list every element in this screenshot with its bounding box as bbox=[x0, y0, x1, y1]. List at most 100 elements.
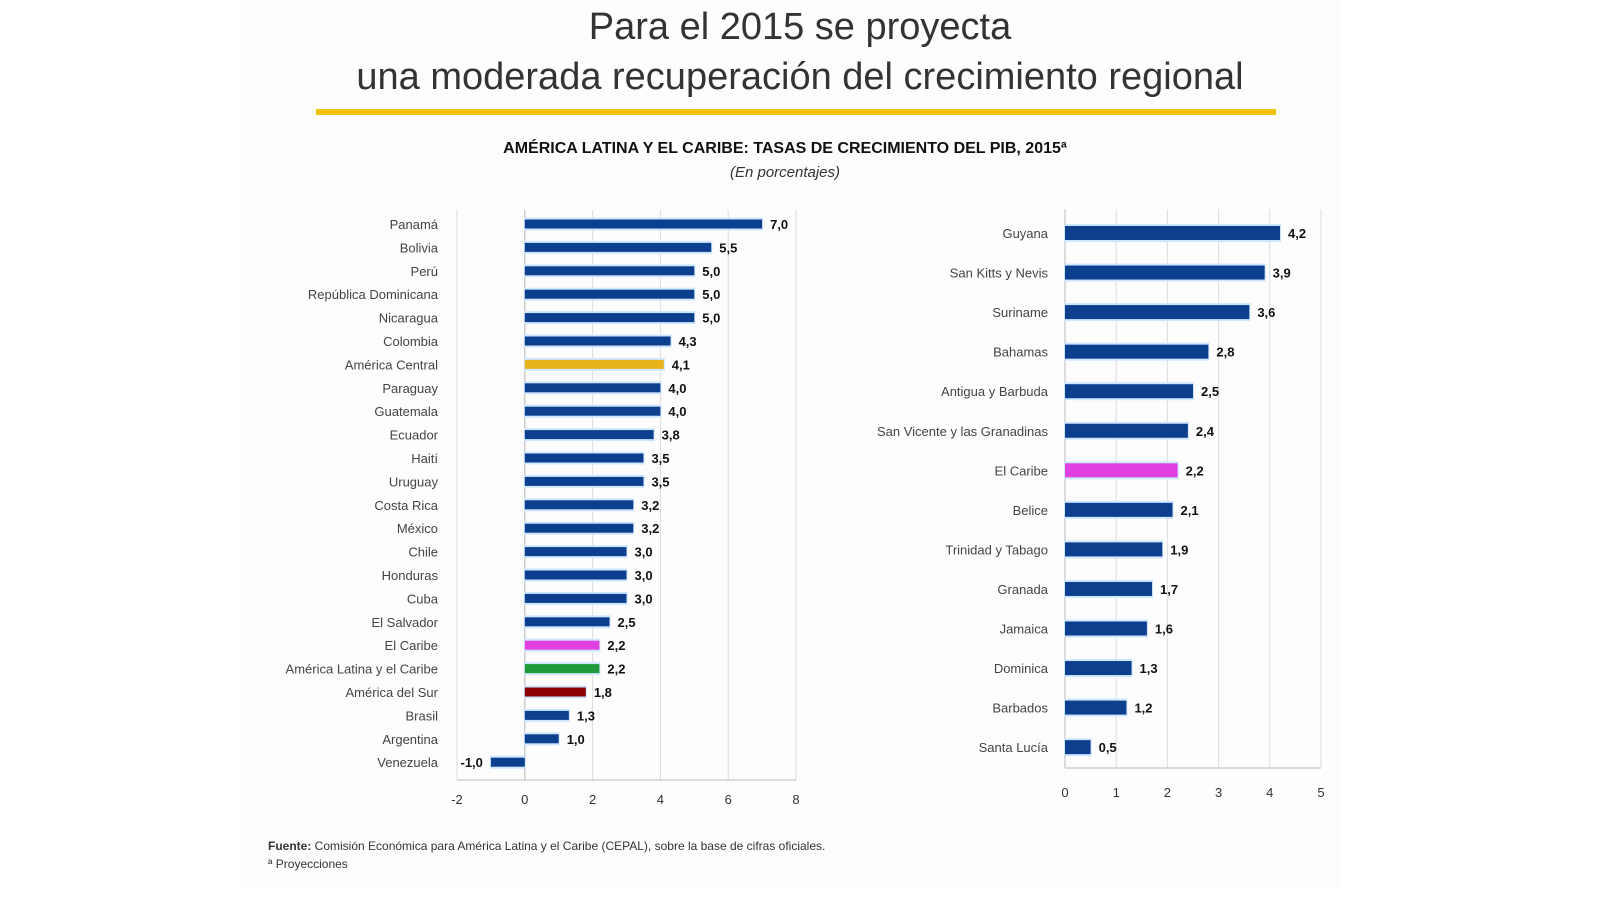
data-label: 2,2 bbox=[607, 662, 625, 677]
bar bbox=[1065, 700, 1127, 715]
bar bbox=[524, 406, 661, 416]
data-label: -1,0 bbox=[460, 755, 482, 770]
category-label: Perú bbox=[411, 264, 438, 279]
bar bbox=[1065, 661, 1132, 676]
data-label: 4,0 bbox=[668, 381, 686, 396]
category-label: Brasil bbox=[405, 708, 438, 723]
category-label: Honduras bbox=[382, 568, 439, 583]
x-tick-label: 0 bbox=[521, 792, 528, 807]
data-label: 2,1 bbox=[1181, 503, 1199, 518]
category-label: Trinidad y Tabago bbox=[945, 542, 1048, 557]
data-label: 3,8 bbox=[662, 428, 680, 443]
data-label: 5,0 bbox=[702, 311, 720, 326]
data-label: 3,6 bbox=[1257, 305, 1275, 320]
bar bbox=[524, 664, 600, 674]
chart-title: AMÉRICA LATINA Y EL CARIBE: TASAS DE CRE… bbox=[503, 140, 1067, 157]
bar bbox=[1065, 384, 1193, 399]
bar bbox=[524, 219, 763, 229]
data-label: 3,5 bbox=[651, 451, 669, 466]
slide-title-line1: Para el 2015 se proyecta bbox=[588, 6, 1012, 48]
category-label: Granada bbox=[997, 582, 1048, 597]
data-label: 4,3 bbox=[679, 334, 697, 349]
data-label: 3,9 bbox=[1273, 266, 1291, 281]
bar bbox=[1065, 502, 1173, 517]
data-label: 2,2 bbox=[1186, 463, 1204, 478]
bar bbox=[1065, 621, 1147, 636]
data-label: 7,0 bbox=[770, 217, 788, 232]
bar bbox=[524, 266, 695, 276]
category-label: Ecuador bbox=[390, 428, 439, 443]
category-label: Dominica bbox=[994, 661, 1049, 676]
bar bbox=[524, 593, 627, 603]
data-label: 0,5 bbox=[1099, 740, 1117, 755]
category-label: Santa Lucía bbox=[979, 740, 1049, 755]
category-label: Bahamas bbox=[993, 345, 1048, 360]
bar bbox=[1065, 740, 1091, 755]
category-label: América Latina y el Caribe bbox=[286, 662, 438, 677]
category-label: América del Sur bbox=[346, 685, 439, 700]
category-label: Guyana bbox=[1002, 226, 1048, 241]
category-label: Colombia bbox=[383, 334, 439, 349]
bar bbox=[490, 757, 525, 767]
bar bbox=[1065, 265, 1265, 280]
bar bbox=[524, 547, 627, 557]
category-label: Barbados bbox=[992, 701, 1048, 716]
chart-subtitle: (En porcentajes) bbox=[729, 164, 841, 181]
category-label: El Caribe bbox=[995, 463, 1048, 478]
category-label: Panamá bbox=[390, 217, 439, 232]
slide-background bbox=[240, 0, 1340, 890]
x-tick-label: 2 bbox=[1164, 785, 1171, 800]
bar bbox=[524, 710, 569, 720]
data-label: 5,0 bbox=[702, 264, 720, 279]
bar bbox=[1065, 542, 1163, 557]
category-label: Paraguay bbox=[382, 381, 438, 396]
data-label: 1,8 bbox=[594, 685, 612, 700]
category-label: Chile bbox=[408, 545, 438, 560]
data-label: 1,3 bbox=[577, 708, 595, 723]
data-label: 1,6 bbox=[1155, 622, 1173, 637]
data-label: 3,2 bbox=[641, 498, 659, 513]
bar bbox=[524, 500, 634, 510]
category-label: Belice bbox=[1013, 503, 1048, 518]
x-tick-label: 3 bbox=[1215, 785, 1222, 800]
category-label: Cuba bbox=[407, 591, 439, 606]
category-label: El Caribe bbox=[385, 638, 438, 653]
bar bbox=[524, 383, 661, 393]
data-label: 2,2 bbox=[607, 638, 625, 653]
data-label: 2,4 bbox=[1196, 424, 1215, 439]
x-tick-label: 2 bbox=[589, 792, 596, 807]
source-text: Comisión Económica para América Latina y… bbox=[311, 839, 826, 853]
x-tick-label: 4 bbox=[1266, 785, 1273, 800]
data-label: 4,2 bbox=[1288, 226, 1306, 241]
data-label: 5,0 bbox=[702, 287, 720, 302]
title-underline bbox=[316, 109, 1276, 115]
category-label: Haití bbox=[411, 451, 438, 466]
category-label: Costa Rica bbox=[374, 498, 438, 513]
data-label: 3,0 bbox=[635, 545, 653, 560]
bar bbox=[1065, 305, 1250, 320]
projection-note: ª Proyecciones bbox=[268, 857, 348, 871]
x-tick-label: 8 bbox=[792, 792, 799, 807]
category-label: Antigua y Barbuda bbox=[941, 384, 1049, 399]
source-note: Fuente: Comisión Económica para América … bbox=[268, 839, 825, 853]
data-label: 5,5 bbox=[719, 240, 737, 255]
bar bbox=[524, 359, 664, 369]
bar bbox=[524, 313, 695, 323]
data-label: 4,1 bbox=[672, 357, 690, 372]
data-label: 1,3 bbox=[1140, 661, 1158, 676]
data-label: 1,7 bbox=[1160, 582, 1178, 597]
data-label: 3,0 bbox=[635, 591, 653, 606]
bar bbox=[524, 242, 712, 252]
bar bbox=[524, 453, 644, 463]
category-label: Uruguay bbox=[389, 474, 439, 489]
bar bbox=[524, 430, 654, 440]
bar bbox=[524, 687, 586, 697]
data-label: 1,0 bbox=[567, 732, 585, 747]
category-label: El Salvador bbox=[372, 615, 439, 630]
slide-title-line2: una moderada recuperación del crecimient… bbox=[356, 56, 1244, 98]
bar bbox=[524, 640, 600, 650]
bar bbox=[524, 523, 634, 533]
category-label: República Dominicana bbox=[308, 287, 439, 302]
x-tick-label: 0 bbox=[1061, 785, 1068, 800]
data-label: 3,2 bbox=[641, 521, 659, 536]
